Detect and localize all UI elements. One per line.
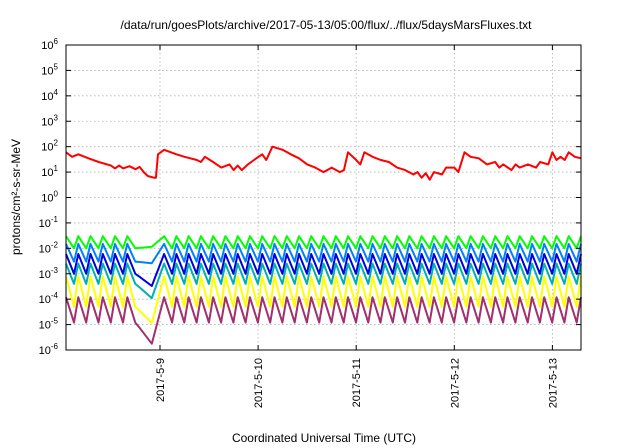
series-line-4: [65, 253, 582, 287]
y-tick-label: 104: [41, 88, 58, 103]
chart-title: /data/run/goesPlots/archive/2017-05-13/0…: [121, 18, 533, 32]
x-tick-label: 2017-5-9: [155, 358, 167, 402]
series-line-6: [65, 275, 582, 324]
x-tick-label: 2017-5-13: [547, 358, 559, 408]
y-tick-label: 10-2: [39, 240, 59, 255]
series-line-2: [65, 235, 582, 250]
y-axis-label: protons/cm²-s-sr-MeV: [9, 139, 23, 255]
y-tick-label: 106: [41, 37, 58, 52]
y-tick-label: 100: [41, 190, 58, 205]
y-tick-label: 10-1: [39, 215, 59, 230]
series-line-7: [65, 296, 582, 345]
y-tick-label: 10-3: [39, 266, 59, 281]
y-tick-label: 102: [41, 139, 58, 154]
x-tick-label: 2017-5-12: [449, 358, 461, 408]
series-line-3: [65, 242, 582, 265]
y-tick-label: 103: [41, 113, 58, 128]
series-line-5: [65, 262, 582, 300]
x-axis-label: Coordinated Universal Time (UTC): [232, 431, 416, 445]
x-tick-label: 2017-5-10: [253, 358, 265, 408]
x-tick-label: 2017-5-11: [351, 358, 363, 407]
y-tick-label: 105: [41, 62, 58, 77]
series-lines: [65, 145, 582, 345]
y-tick-label: 10-6: [39, 342, 59, 357]
y-tick-label: 10-4: [39, 291, 59, 306]
y-tick-label: 10-5: [39, 317, 59, 332]
y-axis-ticks: 10-6 10-5 10-4 10-3 10-2 10-1 100 101 102 103 104 1…: [39, 37, 581, 357]
y-tick-label: 101: [41, 164, 58, 179]
x-axis-ticks: 2017-5-9 2017-5-10 2017-5-11 2017-5-12 2017-…: [155, 45, 559, 408]
series-line-1: [65, 145, 582, 181]
